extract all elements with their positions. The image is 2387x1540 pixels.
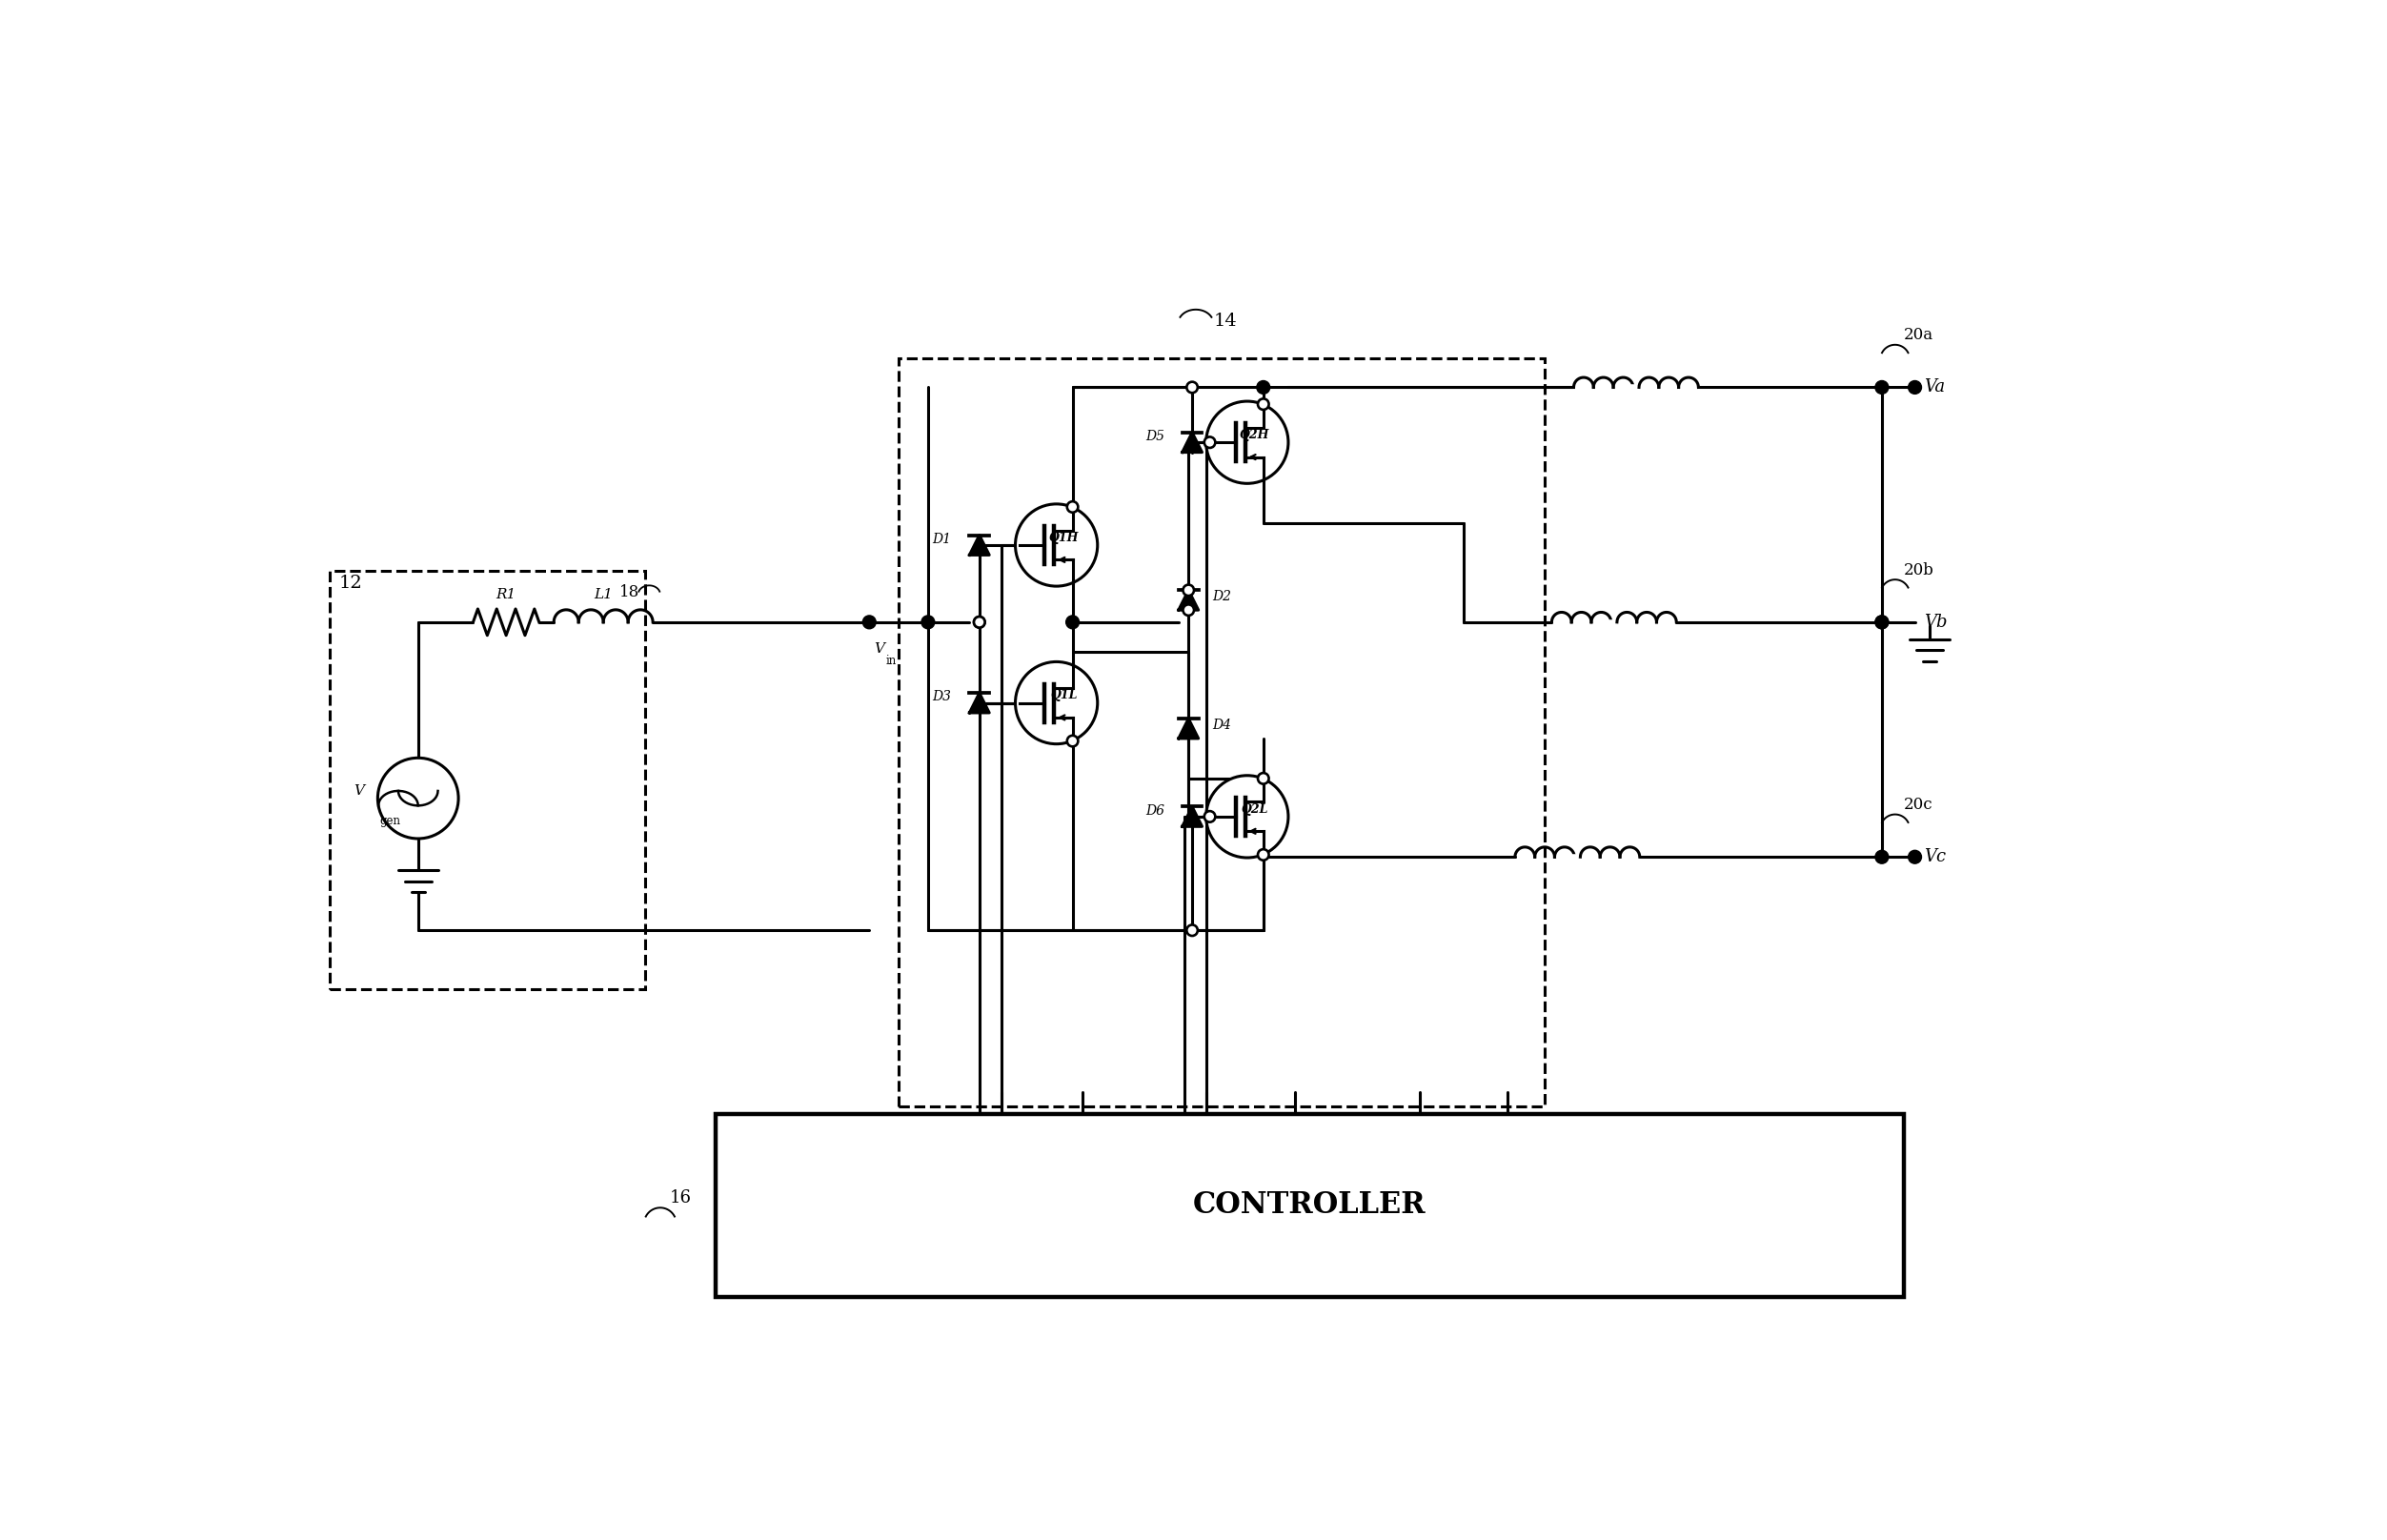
Text: Va: Va (1924, 379, 1945, 396)
Circle shape (1907, 850, 1922, 864)
Circle shape (1205, 437, 1215, 448)
Circle shape (1014, 504, 1098, 587)
Text: D6: D6 (1146, 804, 1165, 818)
Circle shape (1205, 776, 1289, 858)
Text: Vc: Vc (1924, 849, 1945, 865)
Circle shape (377, 758, 458, 839)
Text: Q1H: Q1H (1048, 531, 1079, 544)
Circle shape (1876, 850, 1888, 864)
Text: CONTROLLER: CONTROLLER (1194, 1190, 1425, 1220)
Text: 18: 18 (618, 584, 640, 601)
Circle shape (1186, 926, 1198, 936)
Polygon shape (969, 536, 988, 554)
Text: D1: D1 (933, 533, 952, 545)
Text: Q1L: Q1L (1050, 690, 1077, 702)
Circle shape (921, 616, 936, 628)
Polygon shape (1182, 433, 1203, 453)
Text: D2: D2 (1213, 590, 1232, 604)
Text: 12: 12 (339, 574, 363, 591)
Polygon shape (1179, 590, 1198, 610)
FancyBboxPatch shape (716, 1113, 1905, 1297)
Text: V: V (874, 642, 883, 656)
Circle shape (1067, 616, 1079, 628)
Circle shape (1186, 382, 1198, 393)
Text: Q2L: Q2L (1241, 802, 1267, 816)
Polygon shape (1182, 807, 1203, 827)
Circle shape (862, 616, 876, 628)
Polygon shape (969, 693, 988, 713)
Text: 16: 16 (671, 1189, 692, 1206)
Text: 20c: 20c (1905, 796, 1933, 813)
Circle shape (1014, 662, 1098, 744)
Circle shape (1876, 616, 1888, 628)
Circle shape (1258, 849, 1270, 861)
Circle shape (1205, 402, 1289, 484)
Text: R1: R1 (496, 588, 516, 602)
Text: Vb: Vb (1924, 613, 1948, 631)
Circle shape (1876, 616, 1888, 628)
Circle shape (1258, 773, 1270, 784)
Circle shape (1205, 812, 1215, 822)
Text: D5: D5 (1146, 430, 1165, 444)
Text: 20b: 20b (1905, 562, 1933, 578)
Circle shape (1258, 399, 1270, 410)
Circle shape (1067, 502, 1079, 513)
Circle shape (1876, 380, 1888, 394)
Circle shape (1907, 380, 1922, 394)
Circle shape (1256, 380, 1270, 394)
Text: L1: L1 (594, 588, 613, 602)
Text: D4: D4 (1213, 718, 1232, 731)
Text: 14: 14 (1213, 313, 1236, 330)
Circle shape (1067, 736, 1079, 747)
Text: D3: D3 (933, 690, 952, 704)
Text: V: V (353, 784, 365, 798)
Circle shape (974, 616, 986, 628)
Text: in: in (886, 654, 895, 667)
Text: gen: gen (380, 815, 401, 827)
Circle shape (1184, 585, 1194, 596)
Text: Q2H: Q2H (1239, 428, 1270, 442)
Circle shape (974, 616, 986, 628)
Circle shape (1184, 605, 1194, 616)
Text: 20a: 20a (1905, 326, 1933, 343)
Polygon shape (1179, 719, 1198, 739)
